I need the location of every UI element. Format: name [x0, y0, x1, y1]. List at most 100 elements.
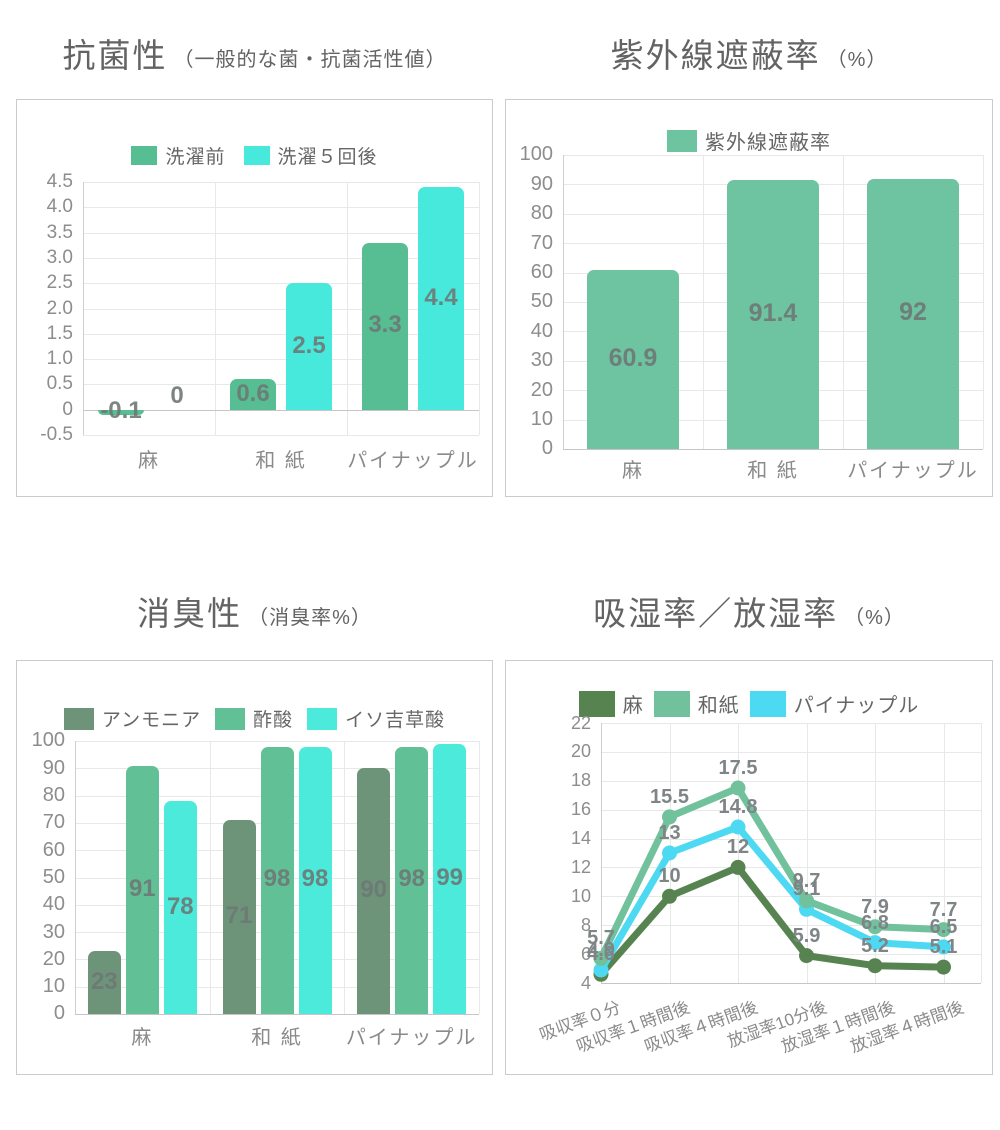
- v-gridline: [479, 182, 480, 435]
- point-value-label: 5.2: [861, 934, 889, 957]
- bar-value-label: 90: [360, 876, 388, 904]
- category-label: パイナップル: [345, 1027, 478, 1049]
- y-gridline: [83, 257, 479, 259]
- x-axis-line: [75, 1014, 479, 1015]
- y-gridline: [601, 751, 981, 753]
- v-gridline: [875, 723, 876, 983]
- bar-value-label: 91.4: [748, 299, 798, 328]
- category-label: 麻: [138, 450, 160, 472]
- chart-title-deodorization: 消臭性 （消臭率%）: [16, 586, 493, 636]
- chart-panel-uv-shielding: 紫外線遮蔽率 100 90 80 70 60 50 40 30 20 10 0 麻 60.9 和 紙 91.4…: [505, 99, 993, 497]
- y-gridline: [83, 384, 479, 386]
- legend-label: パイナップル: [793, 695, 920, 717]
- y-tick-label: 50: [42, 865, 65, 888]
- legend-swatch: [667, 129, 697, 152]
- bar: [87, 951, 121, 1014]
- point-value-label: 13: [658, 822, 681, 844]
- bar-value-label: 4.4: [424, 283, 458, 311]
- legend-label: 洗濯５回後: [277, 147, 378, 168]
- data-point: [867, 958, 883, 974]
- y-tick-label: 4.5: [46, 171, 73, 192]
- legend-item: 洗濯前: [131, 142, 225, 169]
- y-tick-label: 4.0: [46, 196, 73, 218]
- legend-item: イソ吉草酸: [307, 705, 445, 732]
- y-gridline: [601, 925, 981, 927]
- v-gridline: [738, 723, 739, 983]
- bar: [163, 801, 197, 1014]
- y-tick-label: 1.0: [46, 348, 73, 370]
- y-tick-label: 8: [580, 914, 591, 935]
- bar: [395, 746, 429, 1014]
- bar: [125, 765, 159, 1014]
- bar-value-label: 3.3: [368, 311, 402, 339]
- data-point: [593, 950, 609, 966]
- y-tick-label: 0.5: [46, 373, 73, 395]
- bar-value-label: 71: [225, 902, 253, 930]
- legend-item: パイナップル: [749, 689, 920, 718]
- y-tick-label: 3.5: [46, 221, 73, 243]
- x-axis-line: [563, 449, 983, 450]
- v-gridline: [209, 741, 211, 1014]
- title-text: 紫外線遮蔽率: [610, 37, 821, 74]
- point-value-label: 4.6: [587, 943, 615, 966]
- bar: [222, 820, 256, 1014]
- data-point: [662, 809, 677, 825]
- data-point: [799, 948, 814, 964]
- bar-value-label: 99: [436, 864, 464, 891]
- legend-swatch: [749, 690, 786, 717]
- chart-panel-antibacterial: 洗濯前 洗濯５回後 4.5 4.0 3.5 3.0 2.5 2.0 1.5 1.0 0.5 0 -0.5…: [16, 99, 493, 497]
- x-axis-line: [83, 409, 479, 411]
- bar: [98, 409, 144, 415]
- bar: [230, 379, 276, 410]
- data-point: [662, 845, 677, 861]
- y-gridline: [83, 283, 479, 285]
- bar: [418, 187, 464, 410]
- v-gridline: [83, 182, 84, 435]
- y-tick-label: 12: [570, 857, 591, 877]
- v-gridline: [215, 182, 216, 435]
- title-text: 吸湿率／放湿率: [593, 595, 839, 632]
- bar: [867, 178, 959, 449]
- chart-legend: 麻 和紙 パイナップル: [506, 689, 992, 718]
- bar-value-label: 98: [263, 865, 291, 893]
- line-series: [597, 823, 947, 974]
- point-value-label: 4.9: [587, 939, 615, 961]
- title-subtext: （%）: [826, 48, 888, 71]
- y-gridline: [83, 207, 479, 209]
- v-gridline: [347, 182, 348, 435]
- y-tick-label: 6: [580, 943, 591, 964]
- y-gridline: [83, 308, 479, 310]
- point-value-label: 17.5: [718, 757, 758, 779]
- y-gridline: [601, 780, 981, 782]
- point-value-label: 12: [726, 836, 750, 859]
- y-tick-label: 20: [530, 378, 553, 401]
- title-subtext: （%）: [844, 606, 905, 629]
- v-gridline: [563, 155, 564, 449]
- data-point: [662, 888, 677, 904]
- y-tick-label: 10: [530, 408, 553, 430]
- y-gridline: [83, 359, 479, 361]
- data-point: [730, 819, 746, 835]
- y-tick-label: 1.5: [46, 322, 73, 344]
- y-tick-label: 30: [530, 349, 553, 372]
- bar-value-label: -0.1: [100, 397, 142, 425]
- point-value-label: 14.8: [718, 796, 758, 818]
- v-gridline: [479, 741, 480, 1014]
- chart-legend: 紫外線遮蔽率: [506, 126, 992, 155]
- y-tick-label: 60: [530, 261, 553, 283]
- y-tick-label: 16: [570, 799, 591, 820]
- bar-value-label: 98: [398, 865, 426, 893]
- y-tick-label: 10: [42, 975, 65, 998]
- legend-swatch: [578, 690, 615, 717]
- legend-item: 酢酸: [215, 705, 293, 732]
- legend-label: 酢酸: [253, 710, 294, 731]
- category-label: 麻: [622, 460, 644, 482]
- legend-swatch: [215, 707, 246, 730]
- legend-item: 洗濯５回後: [243, 142, 378, 169]
- data-point: [936, 959, 951, 975]
- y-gridline: [601, 723, 981, 724]
- point-value-label: 9.1: [792, 878, 821, 901]
- y-tick-label: 10: [570, 885, 591, 906]
- point-value-label: 6.8: [861, 911, 889, 934]
- y-tick-label: 14: [570, 828, 591, 849]
